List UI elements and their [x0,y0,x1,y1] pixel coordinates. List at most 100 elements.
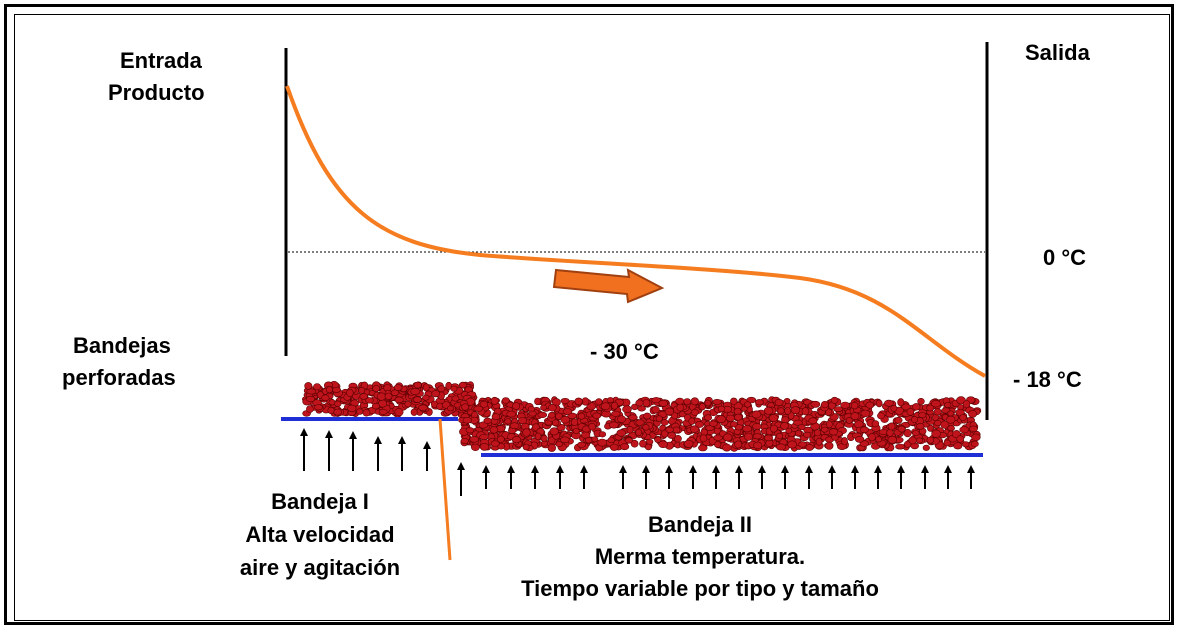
air-flow-arrow-head [967,465,975,473]
product-piece [611,410,621,417]
product-piece [695,421,704,428]
product-piece [683,398,692,405]
product-piece [642,424,650,431]
product-piece [911,430,920,436]
air-flow-arrow-head [580,465,588,473]
product-piece [506,410,517,418]
direction-arrow [552,268,665,304]
product-piece [358,386,366,394]
air-flow-arrow-head [325,430,333,438]
product-piece [763,406,774,415]
product-piece [968,410,977,418]
air-flow-arrow-head [507,465,515,473]
product-piece [479,433,489,440]
product-piece [560,415,571,424]
product-piece [619,443,630,451]
tray-1-product-layer [301,381,478,418]
product-piece [725,414,735,422]
product-piece [346,388,354,397]
product-piece [501,397,510,404]
product-piece [734,413,743,421]
product-piece [890,404,898,412]
product-piece [347,404,357,413]
product-piece [560,436,570,444]
product-piece [522,443,530,451]
tray-2-product-layer [457,396,982,452]
product-piece [436,402,444,410]
product-piece [717,405,726,413]
air-flow-arrow-head [897,465,905,473]
product-piece [600,402,611,411]
product-piece [410,387,421,395]
product-piece [895,443,905,450]
air-flow-arrow-head [781,465,789,473]
product-piece [751,410,762,419]
product-piece [660,419,669,426]
inner-frame [14,14,1170,621]
air-flow-arrow-head [758,465,766,473]
tray-2-caption: Bandeja II Merma temperatura. Tiempo var… [440,510,960,604]
product-piece [642,399,651,407]
product-piece [512,402,520,410]
product-piece [572,428,580,435]
product-piece [394,396,404,404]
product-piece [643,412,652,420]
product-piece [577,441,586,448]
product-piece [321,394,330,402]
air-flow-arrow-head [642,465,650,473]
product-piece [676,403,684,412]
product-piece [871,420,880,428]
product-piece [422,394,430,401]
product-piece [469,435,479,443]
product-piece [371,402,380,410]
product-piece [683,439,694,448]
product-piece [413,396,422,403]
product-piece [826,420,833,429]
product-piece [959,426,970,434]
product-piece [458,381,467,389]
product-piece [490,396,499,405]
product-piece [624,437,633,444]
product-piece [410,408,418,416]
product-piece [917,397,925,405]
product-piece [547,443,556,452]
product-piece [859,426,869,434]
product-piece [825,441,834,450]
product-piece [460,437,469,444]
product-piece [334,400,342,407]
product-piece [549,427,559,436]
product-piece [431,390,441,398]
producto-label: Producto [108,80,205,105]
product-piece [927,424,934,432]
air-flow-arrow-head [851,465,859,473]
product-piece [901,403,911,411]
product-piece [742,425,753,433]
product-piece [688,417,696,425]
product-piece [798,441,807,448]
product-piece [926,436,935,444]
product-piece [931,429,941,438]
tray-2-air-arrows [457,462,975,496]
product-piece [959,414,967,421]
product-piece [665,426,674,433]
product-piece [422,383,430,392]
air-flow-arrow-head [874,465,882,473]
product-piece [528,410,537,417]
product-piece [922,444,930,451]
product-piece [588,422,596,431]
air-flow-arrow-head [921,465,929,473]
product-piece [470,443,480,451]
product-piece [805,444,814,451]
product-piece [689,425,700,433]
product-piece [626,425,634,434]
product-piece [622,405,632,414]
product-piece [540,434,548,442]
product-piece [511,436,522,444]
product-piece [744,432,753,441]
product-piece [845,417,853,424]
product-piece [570,418,579,427]
tray-1-caption-line-1: Bandeja I [271,489,369,514]
product-piece [654,436,662,443]
product-piece [770,424,778,433]
product-piece [325,386,333,394]
